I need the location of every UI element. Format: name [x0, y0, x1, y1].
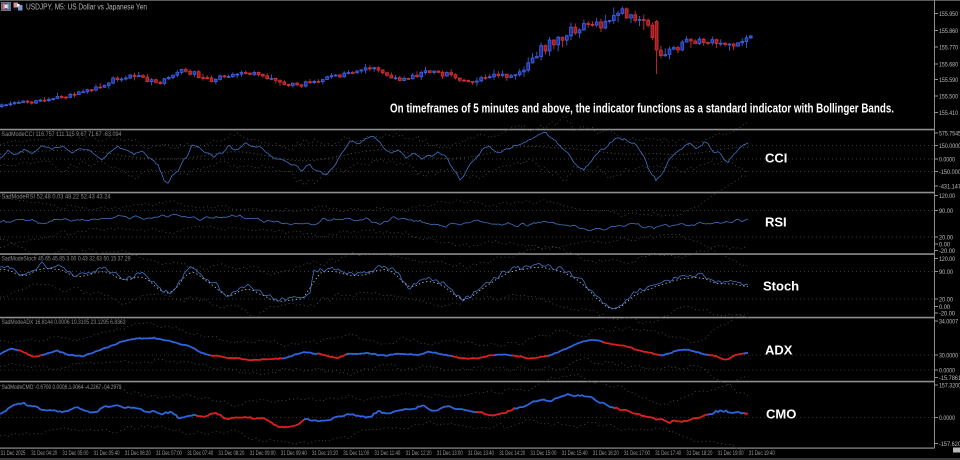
svg-text:31 Dec 13:40: 31 Dec 13:40	[468, 451, 494, 457]
svg-text:ADX: ADX	[765, 343, 793, 358]
svg-text:-15.7861: -15.7861	[939, 376, 960, 382]
svg-text:SadModeCCI 116.757 111.115 9.6: SadModeCCI 116.757 111.115 9.67 71.67 -6…	[2, 132, 123, 138]
svg-text:31 Dec 18:20: 31 Dec 18:20	[686, 451, 712, 457]
svg-text:31 Dec 16:20: 31 Dec 16:20	[593, 451, 619, 457]
svg-text:-20.00: -20.00	[939, 311, 956, 317]
svg-text:CMO: CMO	[766, 407, 796, 422]
svg-text:90.00: 90.00	[939, 209, 954, 215]
svg-text:31 Dec 13:00: 31 Dec 13:00	[437, 451, 463, 457]
svg-text:SadModeRSI 52.48 0.03 48.22 52: SadModeRSI 52.48 0.03 48.22 52.43 43.24	[2, 195, 112, 201]
svg-text:30.0000: 30.0000	[939, 353, 959, 359]
svg-text:0.0000: 0.0000	[939, 416, 956, 422]
svg-text:31 Dec 05:00: 31 Dec 05:00	[62, 451, 88, 457]
svg-text:-157.6202: -157.6202	[939, 442, 960, 448]
svg-text:31 Dec 12:20: 31 Dec 12:20	[406, 451, 432, 457]
svg-text:USDJPY, M5: US Dollar vs Japan: USDJPY, M5: US Dollar vs Japanese Yen	[26, 3, 147, 12]
svg-text:155.770: 155.770	[939, 45, 959, 51]
svg-text:31 Dec 04:20: 31 Dec 04:20	[31, 451, 57, 457]
svg-text:-150.0000: -150.0000	[939, 170, 960, 176]
svg-text:31 Dec 14:20: 31 Dec 14:20	[499, 451, 525, 457]
svg-text:31 Dec 15:40: 31 Dec 15:40	[562, 451, 588, 457]
svg-text:155.950: 155.950	[939, 12, 959, 18]
svg-text:120.00: 120.00	[939, 257, 956, 263]
svg-text:31 Dec 06:20: 31 Dec 06:20	[125, 451, 151, 457]
svg-text:34.0007: 34.0007	[939, 319, 959, 325]
svg-text:31 Dec 05:40: 31 Dec 05:40	[94, 451, 120, 457]
svg-text:-431.1475: -431.1475	[939, 184, 960, 190]
svg-text:20.00: 20.00	[939, 235, 954, 241]
svg-text:31 Dec 09:00: 31 Dec 09:00	[250, 451, 276, 457]
svg-text:CCI: CCI	[765, 151, 787, 166]
svg-text:RSI: RSI	[765, 215, 787, 230]
svg-text:150.0000: 150.0000	[939, 144, 960, 150]
svg-text:155.410: 155.410	[939, 111, 959, 117]
svg-text:SadModeStoch 45.65 45.85 3.00: SadModeStoch 45.65 45.85 3.00 0.43 32.63…	[2, 257, 132, 263]
svg-text:31 Dec 19:40: 31 Dec 19:40	[749, 451, 775, 457]
svg-text:SadModeCMO -0.6700 0.0006 1.00: SadModeCMO -0.6700 0.0006 1.0064 -4.2267…	[2, 385, 123, 391]
svg-text:31 Dec 10:20: 31 Dec 10:20	[312, 451, 338, 457]
svg-text:0.0000: 0.0000	[939, 157, 956, 163]
svg-text:155.860: 155.860	[939, 29, 959, 35]
svg-text:155.500: 155.500	[939, 94, 959, 100]
svg-text:155.590: 155.590	[939, 78, 959, 84]
svg-text:31 Dec 15:00: 31 Dec 15:00	[530, 451, 556, 457]
svg-text:On timeframes of 5 minutes and: On timeframes of 5 minutes and above, th…	[390, 102, 894, 116]
svg-text:31 Dec 09:40: 31 Dec 09:40	[281, 451, 307, 457]
svg-text:SadModeADX 16.8144 0.0006 10.3: SadModeADX 16.8144 0.0006 10.3105 23.129…	[2, 320, 127, 326]
svg-text:157.3200: 157.3200	[939, 383, 960, 389]
svg-text:120.00: 120.00	[939, 194, 956, 200]
svg-text:155.680: 155.680	[939, 62, 959, 68]
svg-text:31 Dec 19:00: 31 Dec 19:00	[718, 451, 744, 457]
svg-text:575.7545: 575.7545	[939, 131, 960, 137]
svg-text:0.00: 0.00	[939, 305, 951, 311]
svg-text:0.00: 0.00	[939, 242, 951, 248]
svg-text:31 Dec 11:40: 31 Dec 11:40	[374, 451, 400, 457]
svg-text:31 Dec 07:40: 31 Dec 07:40	[187, 451, 213, 457]
svg-text:90.00: 90.00	[939, 270, 954, 276]
svg-text:20.00: 20.00	[939, 297, 954, 303]
svg-text:31 Dec 17:40: 31 Dec 17:40	[655, 451, 681, 457]
svg-text:31 Dec 2025: 31 Dec 2025	[1, 451, 26, 457]
svg-text:Stoch: Stoch	[763, 279, 799, 294]
svg-text:31 Dec 11:00: 31 Dec 11:00	[343, 451, 369, 457]
svg-text:31 Dec 17:00: 31 Dec 17:00	[624, 451, 650, 457]
svg-text:31 Dec 07:00: 31 Dec 07:00	[156, 451, 182, 457]
svg-text:-20.00: -20.00	[939, 249, 956, 255]
svg-text:31 Dec 08:20: 31 Dec 08:20	[218, 451, 244, 457]
svg-text:0.0000: 0.0000	[939, 368, 956, 374]
